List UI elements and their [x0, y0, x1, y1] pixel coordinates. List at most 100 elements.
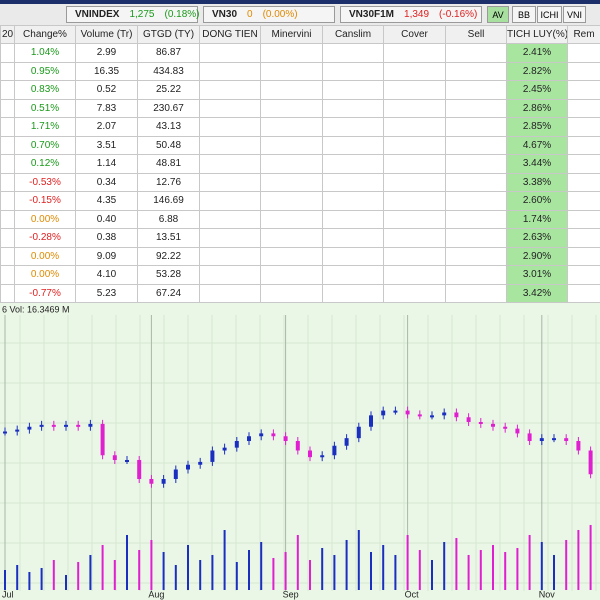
candle — [503, 426, 508, 429]
candle — [393, 410, 398, 413]
column-header: Change% — [14, 25, 76, 44]
volume-bar — [77, 562, 80, 590]
chart-button[interactable]: BB — [512, 6, 536, 23]
cell — [567, 61, 600, 81]
volume-cell: 4.10 — [75, 265, 138, 285]
tich-luy-cell: 2.90% — [506, 246, 568, 266]
table-row[interactable]: 1.04% 2.99 86.87 2.41% — [0, 43, 600, 63]
index-change: (0.00%) — [262, 9, 298, 20]
tich-luy-cell: 2.41% — [506, 43, 568, 63]
candle — [271, 433, 276, 437]
candle — [588, 450, 593, 475]
cell — [445, 209, 507, 229]
cell — [445, 283, 507, 303]
cell — [199, 135, 261, 155]
cell — [322, 283, 384, 303]
cell — [322, 246, 384, 266]
volume-cell: 0.40 — [75, 209, 138, 229]
month-label: Oct — [405, 589, 420, 599]
cell — [260, 98, 323, 118]
candle — [64, 424, 68, 427]
month-label: Nov — [539, 589, 556, 599]
volume-bar — [260, 542, 263, 590]
table-row[interactable]: -0.28% 0.38 13.51 2.63% — [0, 228, 600, 248]
cell — [199, 117, 261, 137]
candle — [552, 438, 556, 441]
candle — [100, 423, 105, 456]
cell — [260, 61, 323, 81]
cell — [199, 61, 261, 81]
volume-bar — [309, 560, 311, 590]
table-row[interactable]: 0.00% 9.09 92.22 2.90% — [0, 246, 600, 266]
cell — [199, 172, 261, 192]
volume-bar — [357, 530, 360, 590]
tich-luy-cell: 3.38% — [506, 172, 568, 192]
volume-bar — [406, 535, 409, 590]
chart-button[interactable]: VNI — [563, 6, 586, 23]
table-row[interactable]: -0.15% 4.35 146.69 2.60% — [0, 191, 600, 211]
index-value: 1,275 — [129, 9, 155, 20]
volume-cell: 16.35 — [75, 61, 138, 81]
candle — [234, 441, 239, 448]
cell — [199, 80, 261, 100]
cell — [0, 154, 15, 174]
table-row[interactable]: 0.70% 3.51 50.48 4.67% — [0, 135, 600, 155]
index-value: 1,349 — [404, 9, 430, 20]
candle — [515, 428, 520, 434]
index-name: VN30F1M — [349, 9, 395, 20]
cell — [0, 265, 15, 285]
tich-luy-cell: 4.67% — [506, 135, 568, 155]
column-header: GTGD (TY) — [137, 25, 200, 44]
volume-bar — [370, 552, 372, 590]
gtgd-cell: 92.22 — [137, 246, 200, 266]
cell — [567, 98, 600, 118]
chart-button[interactable]: AV — [487, 6, 509, 23]
chart-button[interactable]: ICHI — [537, 6, 562, 23]
table-row[interactable]: -0.77% 5.23 67.24 3.42% — [0, 283, 600, 303]
cell — [445, 98, 507, 118]
cell — [260, 172, 323, 192]
table-row[interactable]: 0.00% 0.40 6.88 1.74% — [0, 209, 600, 229]
cell — [383, 43, 446, 63]
cell — [445, 117, 507, 137]
candle — [430, 415, 434, 418]
candle — [259, 433, 264, 437]
cell — [567, 228, 600, 248]
cell — [260, 246, 323, 266]
cell — [567, 80, 600, 100]
table-row[interactable]: -0.53% 0.34 12.76 3.38% — [0, 172, 600, 192]
index-name: VN30 — [212, 9, 238, 20]
volume-bar — [492, 545, 494, 590]
cell — [260, 80, 323, 100]
volume-cell: 7.83 — [75, 98, 138, 118]
column-header: Rem — [567, 25, 600, 44]
cell — [567, 154, 600, 174]
index-name: VNINDEX — [75, 9, 120, 20]
cell — [199, 228, 261, 248]
index-change: (0.18%) — [164, 9, 200, 20]
cell — [0, 98, 15, 118]
change-cell: 0.83% — [14, 80, 76, 100]
candle — [76, 424, 81, 427]
cell — [445, 80, 507, 100]
table-row[interactable]: 0.95% 16.35 434.83 2.82% — [0, 61, 600, 81]
cell — [567, 43, 600, 63]
cell — [322, 265, 384, 285]
cell — [322, 117, 384, 137]
cell — [199, 283, 261, 303]
candle — [39, 424, 44, 427]
table-row[interactable]: 0.12% 1.14 48.81 3.44% — [0, 154, 600, 174]
candle — [283, 436, 288, 441]
volume-bar — [540, 542, 543, 590]
table-row[interactable]: 0.83% 0.52 25.22 2.45% — [0, 80, 600, 100]
cell — [567, 265, 600, 285]
table-row[interactable]: 1.71% 2.07 43.13 2.85% — [0, 117, 600, 137]
column-header: Sell — [445, 25, 507, 44]
volume-cell: 2.07 — [75, 117, 138, 137]
volume-bar — [89, 555, 92, 590]
volume-bar — [199, 560, 202, 590]
table-row[interactable]: 0.00% 4.10 53.28 3.01% — [0, 265, 600, 285]
change-cell: 1.04% — [14, 43, 76, 63]
column-header: Minervini — [260, 25, 323, 44]
table-row[interactable]: 0.51% 7.83 230.67 2.86% — [0, 98, 600, 118]
